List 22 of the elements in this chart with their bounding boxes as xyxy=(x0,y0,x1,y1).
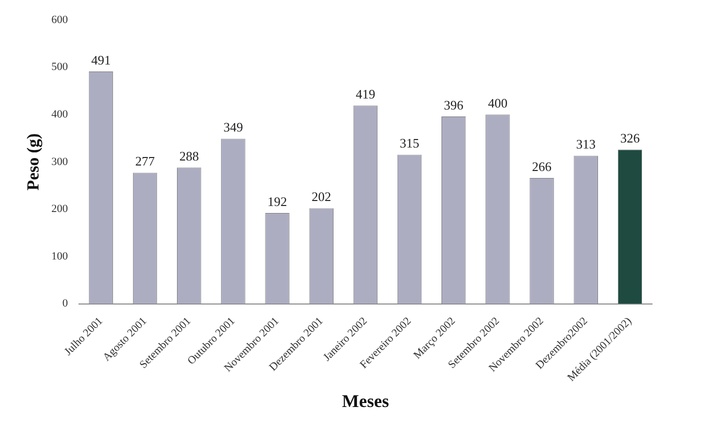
data-label: 277 xyxy=(135,154,156,169)
y-tick-label: 300 xyxy=(51,156,68,168)
y-tick-label: 500 xyxy=(51,61,68,74)
data-label: 266 xyxy=(532,158,552,174)
data-label: 202 xyxy=(312,189,332,204)
data-label: 396 xyxy=(444,97,464,112)
x-axis-title: Meses xyxy=(342,390,389,411)
data-label: 315 xyxy=(400,136,420,151)
data-label: 349 xyxy=(223,120,243,135)
data-label: 313 xyxy=(576,136,596,152)
y-tick-label: 100 xyxy=(51,250,68,262)
data-label: 192 xyxy=(268,194,288,209)
y-axis-title: Peso (g) xyxy=(24,133,43,190)
y-tick-label: 600 xyxy=(51,14,68,26)
data-label: 491 xyxy=(91,52,111,68)
data-label: 400 xyxy=(488,96,508,111)
y-tick-label: 200 xyxy=(51,203,68,216)
data-label: 288 xyxy=(179,148,199,164)
y-tick-label: 400 xyxy=(51,108,68,120)
y-tick-label: 0 xyxy=(62,298,68,310)
data-label: 419 xyxy=(356,86,376,102)
data-label: 326 xyxy=(620,130,640,146)
